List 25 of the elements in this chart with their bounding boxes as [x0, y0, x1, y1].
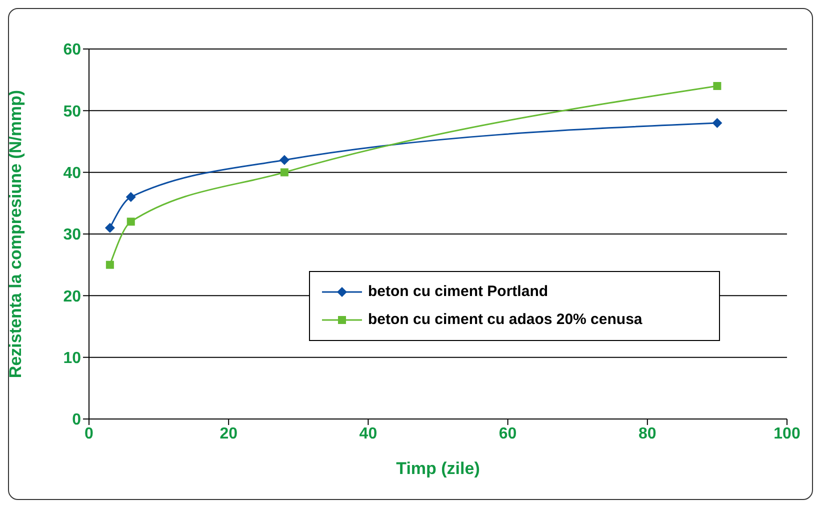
y-tick-label: 0 [72, 412, 82, 429]
point [126, 218, 135, 226]
y-tick-label: 30 [63, 226, 82, 244]
x-tick-label: 60 [498, 425, 517, 442]
legend-label: beton cu ciment cu adaos 20% cenusa [368, 310, 642, 330]
point [106, 260, 114, 269]
point [712, 118, 722, 128]
y-tick-label: 40 [63, 165, 82, 182]
point [104, 222, 115, 233]
point [279, 155, 290, 165]
y-tick-label: 10 [63, 350, 82, 368]
x-axis-title: Timp (zile) [396, 459, 480, 478]
x-tick-label: 80 [638, 425, 656, 442]
x-tick-label: 20 [220, 425, 238, 442]
y-axis-title: Rezistenta la compresiune (N/mmp) [6, 90, 25, 378]
y-tick-label: 20 [63, 288, 82, 306]
x-tick-label: 100 [774, 425, 800, 442]
point [280, 168, 288, 176]
y-tick-label: 50 [63, 103, 82, 120]
x-tick-label: 40 [359, 425, 378, 442]
point [713, 82, 722, 90]
y-tick-label: 60 [63, 42, 82, 59]
legend-label: beton cu ciment Portland [368, 282, 548, 302]
point [126, 192, 136, 202]
x-tick-label: 0 [84, 425, 94, 442]
